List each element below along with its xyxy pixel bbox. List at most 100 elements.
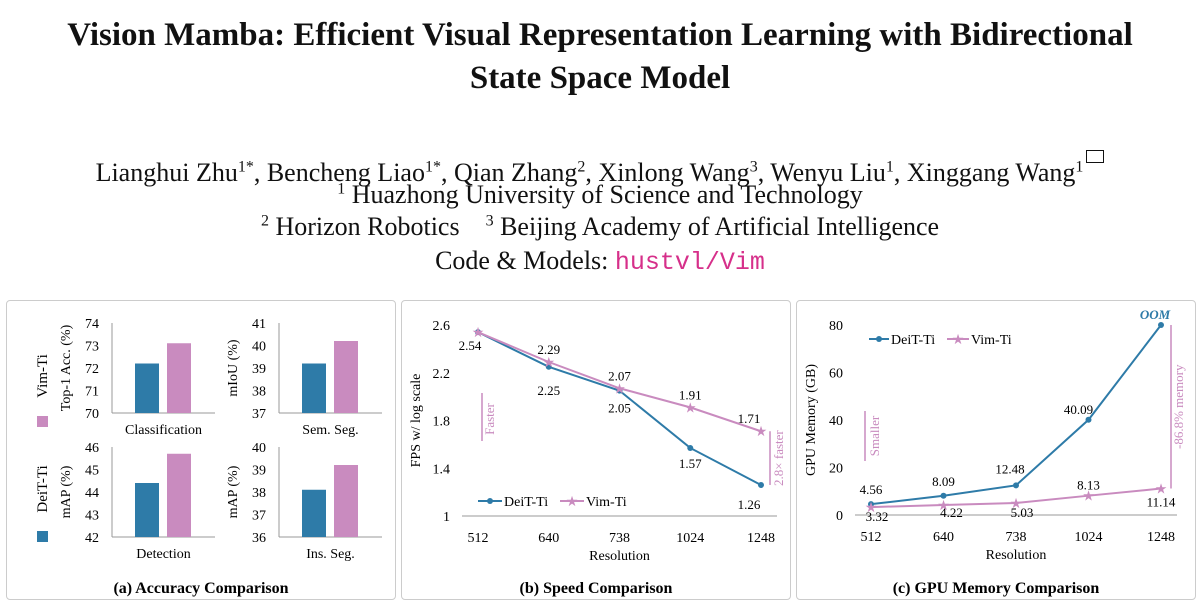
tick-label: 1.8 (433, 415, 451, 430)
author-name: Xinlong Wang (598, 158, 750, 187)
data-point (940, 492, 947, 499)
category-label: Classification (125, 423, 202, 438)
tick-label: 640 (933, 530, 954, 545)
y-axis-label: mAP (%) (226, 465, 241, 518)
data-point: ★ (613, 382, 626, 397)
author-list: Lianghui Zhu1*, Bencheng Liao1*, Qian Zh… (0, 150, 1200, 190)
tick-label: 738 (1006, 530, 1027, 545)
data-point (687, 444, 694, 451)
gap-annotation: 2.8× faster (771, 430, 786, 486)
tick-label: 38 (252, 385, 266, 400)
legend-swatch-deit (37, 531, 48, 542)
title-line-1: Vision Mamba: Efficient Visual Represent… (67, 17, 1133, 53)
memory-chart: 0 20 40 60 80 512 640 738 1024 1248 Resolution GPU … (804, 307, 1186, 597)
bar (302, 489, 326, 537)
legend-marker-deit (487, 498, 493, 504)
y-axis-label: GPU Memory (GB) (804, 364, 819, 476)
bar (167, 343, 191, 413)
mail-icon[interactable] (1086, 150, 1105, 163)
panel-speed: 1 1.4 1.8 2.2 2.6 512 640 738 1024 1248 Resolution… (401, 300, 791, 600)
tick-label: 1 (443, 510, 450, 525)
legend: Vim-Ti DeiT-Ti (35, 354, 51, 542)
bar (302, 363, 326, 413)
data-label: 1.71 (738, 411, 761, 426)
data-label: 5.03 (1011, 505, 1034, 520)
gap-annotation: -86.8% memory (1171, 364, 1186, 449)
tick-label: 40 (829, 414, 843, 429)
data-label: 1.91 (679, 387, 702, 402)
code-link-line: Code & Models: hustvl/Vim (435, 246, 765, 277)
data-point: ★ (1082, 490, 1095, 505)
data-point: ★ (1010, 497, 1023, 512)
data-point: ★ (472, 326, 485, 341)
affiliation-1: 1 Huazhong University of Science and Tec… (337, 180, 863, 209)
tick-label: 512 (468, 531, 489, 546)
author-affiliation-mark: 1 (1075, 158, 1084, 176)
x-axis-label: Resolution (589, 549, 650, 564)
legend-label-deit: DeiT-Ti (35, 465, 51, 512)
y-axis-label: FPS w/ log scale (409, 374, 424, 468)
tick-label: 640 (538, 531, 559, 546)
tick-label: 1248 (747, 531, 775, 546)
y-axis-label: mAP (%) (59, 465, 74, 518)
category-label: Sem. Seg. (302, 423, 358, 438)
tick-label: 40 (252, 340, 266, 355)
repo-link[interactable]: hustvl/Vim (614, 248, 765, 277)
tick-label: 738 (609, 531, 630, 546)
tick-label: 43 (85, 509, 99, 524)
data-label: 2.05 (608, 401, 631, 416)
tick-label: 46 (85, 441, 99, 456)
bar (135, 483, 159, 537)
panel-caption: (c) GPU Memory Comparison (893, 580, 1100, 597)
author-affiliation-mark: 2 (577, 158, 586, 176)
data-point (868, 501, 874, 508)
data-label: 4.22 (940, 505, 963, 520)
data-point: ★ (937, 499, 950, 514)
legend-label-deit: DeiT-Ti (504, 495, 548, 510)
data-point: ★ (542, 356, 555, 371)
data-point: ★ (755, 425, 768, 440)
legend-label-vim: Vim-Ti (586, 495, 627, 510)
tick-label: 0 (836, 509, 843, 524)
author-affiliation-mark: 1* (424, 158, 441, 176)
speed-chart: 1 1.4 1.8 2.2 2.6 512 640 738 1024 1248 Resolution… (409, 319, 786, 597)
legend-swatch-vim (37, 416, 48, 427)
legend-marker-vim: ★ (566, 495, 579, 510)
data-label: 2.54 (459, 338, 482, 353)
author-name: Bencheng Liao (266, 158, 425, 187)
oom-annotation: OOM (1140, 307, 1171, 322)
data-point: ★ (684, 401, 697, 416)
tick-label: 38 (252, 486, 266, 501)
x-axis-label: Resolution (986, 548, 1047, 563)
legend-marker-vim: ★ (952, 333, 965, 348)
data-label: 4.56 (860, 482, 883, 497)
tick-label: 42 (85, 531, 99, 546)
bar (334, 341, 358, 413)
tick-label: 512 (861, 530, 882, 545)
tick-label: 1248 (1147, 530, 1175, 545)
data-point (1085, 416, 1092, 423)
tick-label: 72 (85, 362, 99, 377)
tick-label: 37 (252, 407, 266, 422)
faster-annotation: Faster (482, 402, 497, 434)
data-label: 2.07 (608, 368, 631, 383)
data-label: 11.14 (1147, 495, 1176, 510)
legend-marker-deit (876, 336, 882, 342)
tick-label: 1024 (1075, 530, 1103, 545)
data-label: 1.57 (679, 456, 702, 471)
series-line (477, 331, 762, 433)
tick-label: 44 (85, 486, 99, 501)
bar (135, 363, 159, 413)
tick-label: 1.4 (433, 462, 451, 477)
panel-accuracy: 70 71 72 73 74 Classification Top-1 Acc. (%) 37… (6, 300, 396, 600)
data-label: 2.25 (537, 383, 560, 398)
paper-title: Vision Mamba: Efficient Visual Represent… (0, 14, 1200, 100)
author-name: Xinggang Wang (906, 158, 1076, 187)
data-point: ★ (1155, 483, 1168, 498)
data-label: 40.09 (1064, 402, 1093, 417)
tick-label: 73 (85, 340, 99, 355)
data-label: 8.09 (932, 474, 955, 489)
panel-caption: (b) Speed Comparison (520, 580, 673, 597)
tick-label: 20 (829, 462, 843, 477)
author-name: Lianghui Zhu (95, 158, 238, 187)
